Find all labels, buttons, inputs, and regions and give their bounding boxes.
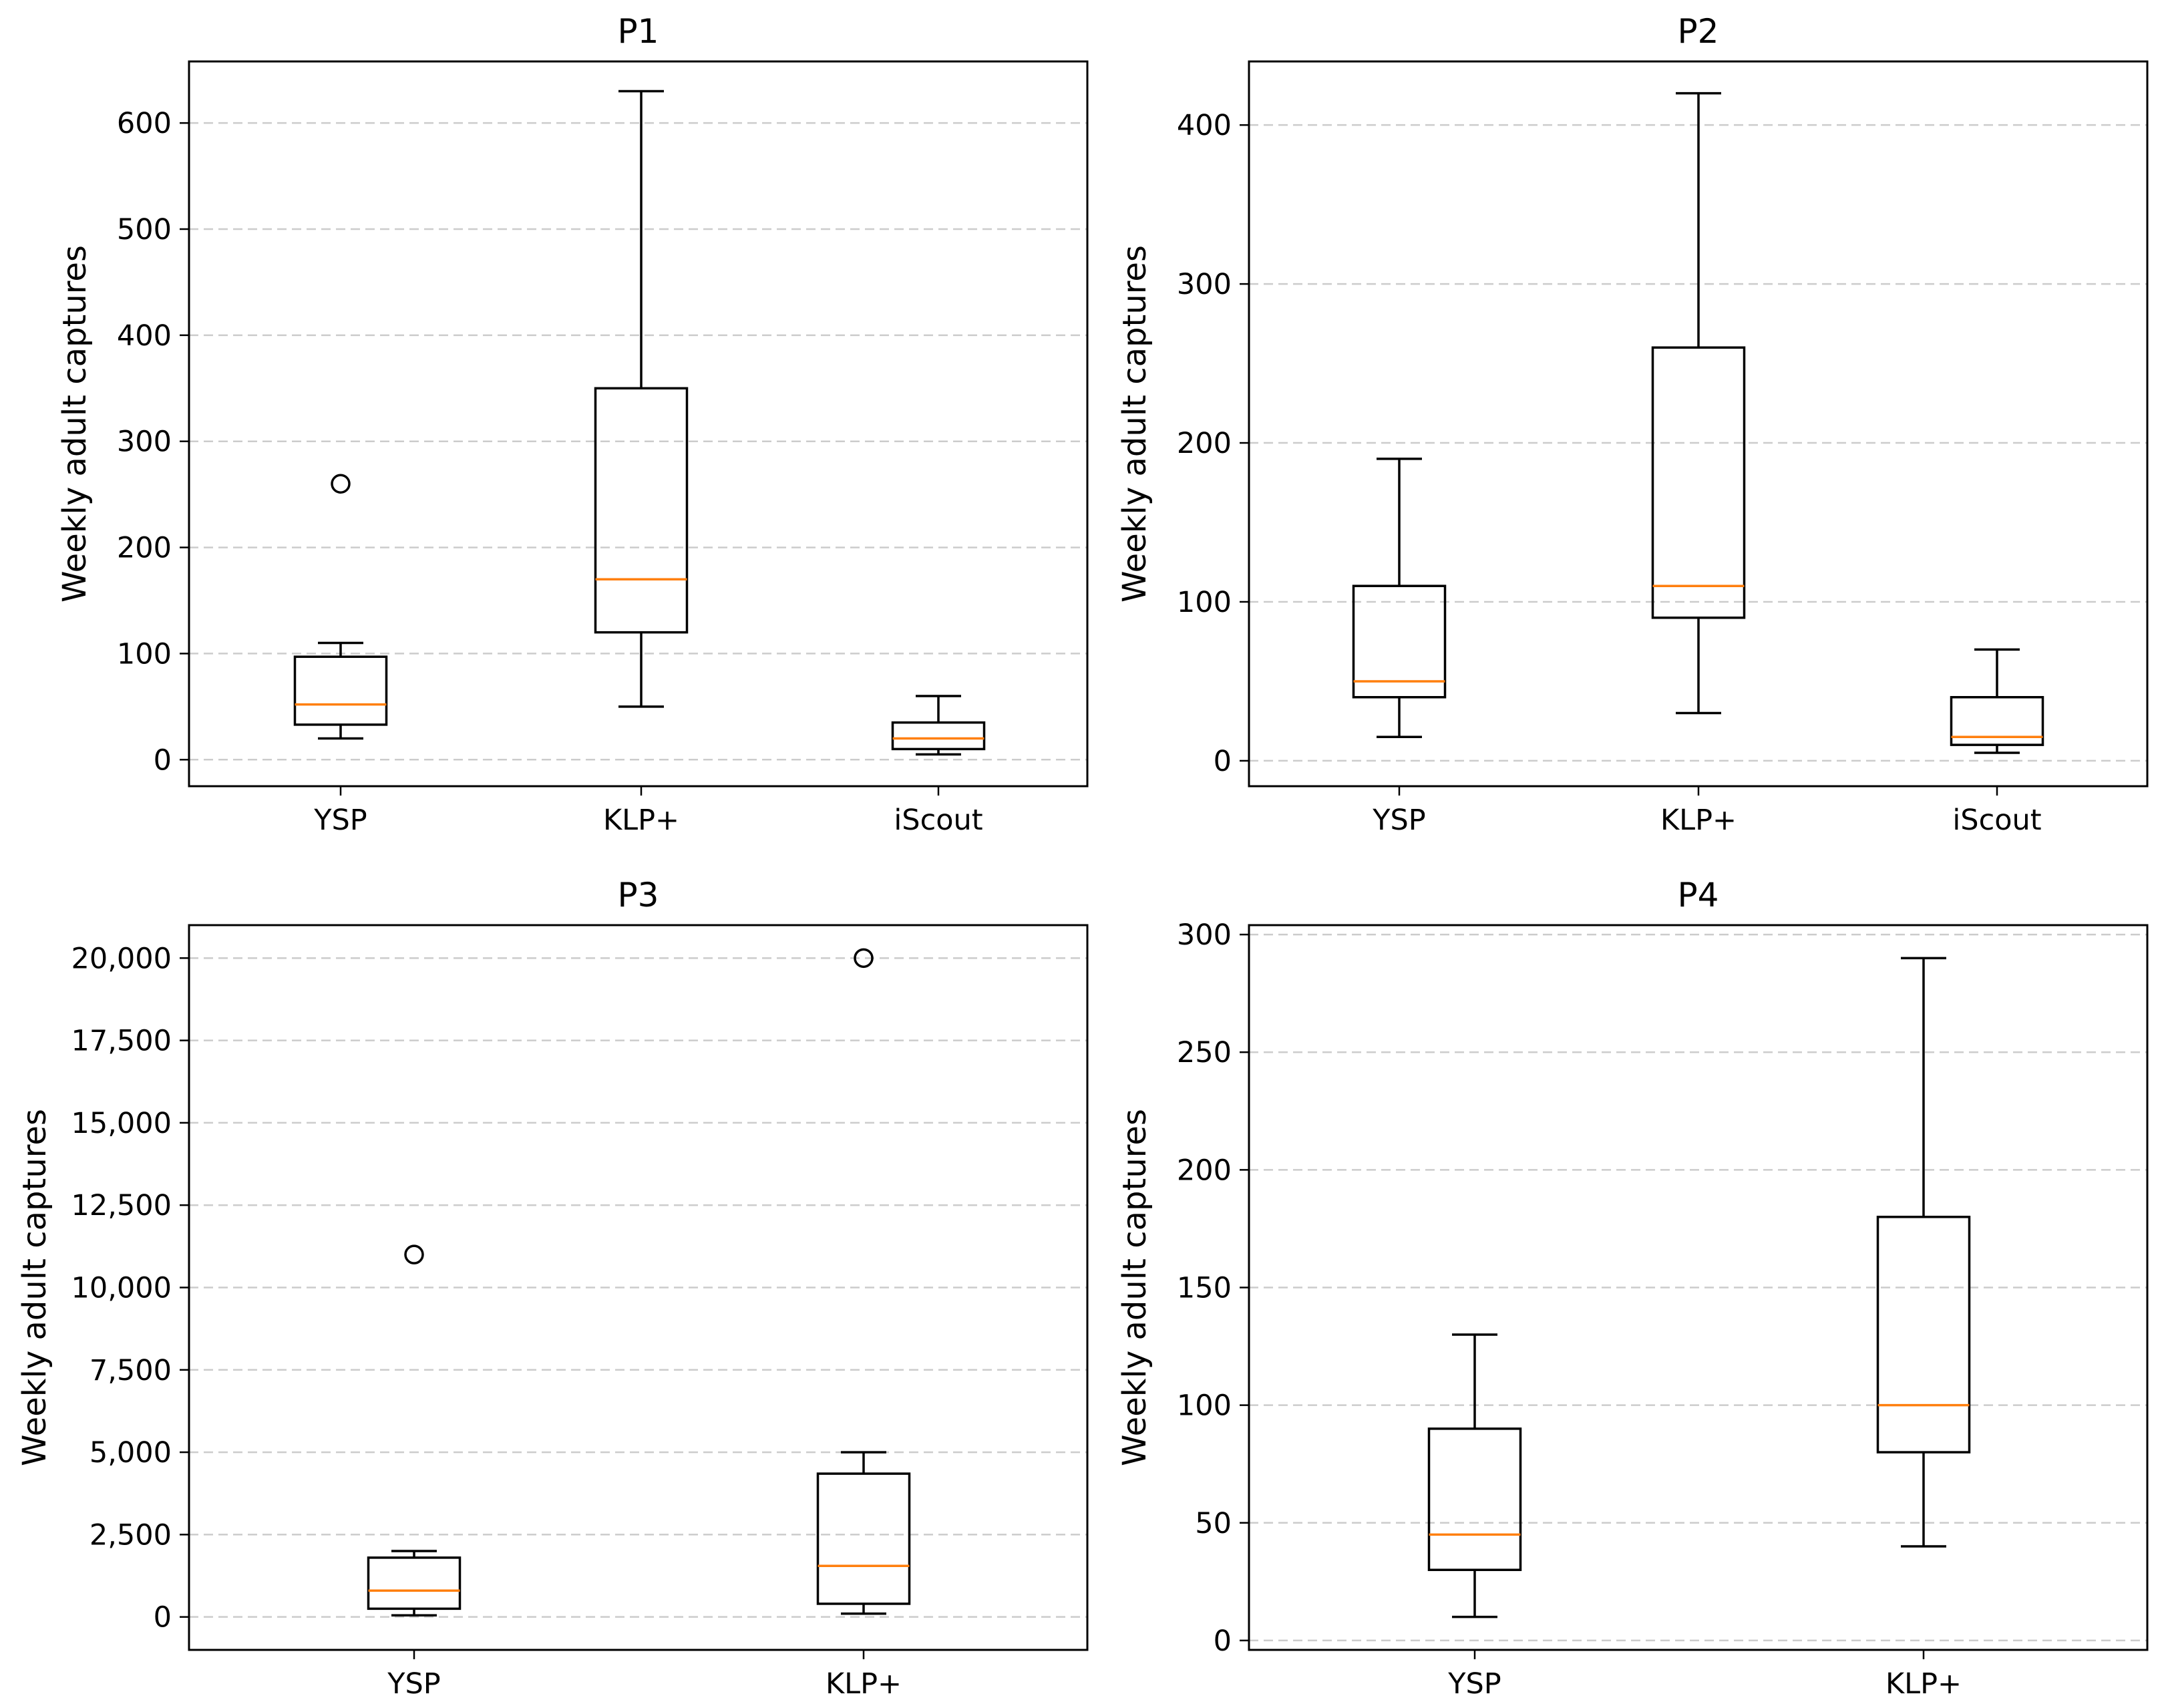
axes-frame xyxy=(1248,60,2149,788)
y-tick-label: 400 xyxy=(1177,109,1232,142)
panel-title: P2 xyxy=(1678,12,1719,51)
box-ysp xyxy=(1427,1333,1522,1618)
iqr-box xyxy=(891,721,986,751)
x-tick-label: YSP xyxy=(387,1667,441,1701)
box-iscout xyxy=(891,695,986,756)
y-tick-label: 0 xyxy=(1214,745,1232,778)
y-tick-label: 200 xyxy=(1177,427,1232,460)
iqr-box xyxy=(367,1556,462,1610)
y-axis-label: Weekly adult captures xyxy=(16,1109,53,1466)
iqr-box xyxy=(1950,696,2044,746)
y-tick-label: 7,500 xyxy=(89,1354,172,1387)
panel-title: P1 xyxy=(618,12,659,51)
box-ysp xyxy=(1352,458,1447,738)
x-tick-label: YSP xyxy=(1372,804,1426,837)
box-iscout xyxy=(1950,648,2044,754)
axes-frame xyxy=(188,924,1089,1651)
x-tick-label: iScout xyxy=(894,804,982,837)
y-tick-label: 300 xyxy=(117,425,172,459)
y-tick-label: 100 xyxy=(1177,586,1232,619)
y-tick-label: 600 xyxy=(117,107,172,140)
y-tick-label: 150 xyxy=(1177,1272,1232,1305)
outlier-point xyxy=(404,1244,424,1264)
y-tick-label: 200 xyxy=(117,532,172,565)
y-axis-label: Weekly adult captures xyxy=(1116,1109,1153,1466)
y-tick-label: 400 xyxy=(117,319,172,353)
y-tick-label: 300 xyxy=(1177,918,1232,952)
y-tick-label: 100 xyxy=(1177,1389,1232,1423)
x-tick-label: iScout xyxy=(1952,804,2041,837)
iqr-box xyxy=(1876,1216,1971,1454)
x-tick-label: KLP+ xyxy=(1885,1667,1962,1701)
iqr-box xyxy=(1352,584,1447,699)
x-tick-label: KLP+ xyxy=(603,804,679,837)
axes-frame xyxy=(1248,924,2149,1651)
iqr-box xyxy=(1651,346,1746,619)
box-klp-plus xyxy=(1876,957,1971,1548)
box-klp-plus xyxy=(816,948,911,1615)
iqr-box xyxy=(1427,1427,1522,1571)
y-tick-label: 200 xyxy=(1177,1154,1232,1187)
panel-title: P3 xyxy=(618,876,659,914)
y-tick-label: 0 xyxy=(154,1601,172,1635)
iqr-box xyxy=(594,387,689,634)
panel-p1: 0 100 200 300 400 500 600 YSP KLP+ iScout P1 Weekly… xyxy=(56,12,1089,837)
iqr-box xyxy=(816,1472,911,1605)
y-tick-label: 0 xyxy=(1214,1625,1232,1658)
outlier-point xyxy=(854,948,874,969)
x-tick-label: YSP xyxy=(1447,1667,1501,1701)
box-ysp xyxy=(293,474,388,740)
y-tick-label: 15,000 xyxy=(71,1107,172,1140)
y-axis-label: Weekly adult captures xyxy=(1116,245,1153,603)
outlier-point xyxy=(331,474,351,494)
box-klp-plus xyxy=(1651,92,1746,715)
y-tick-label: 0 xyxy=(154,743,172,777)
box-klp-plus xyxy=(594,90,689,708)
x-tick-label: KLP+ xyxy=(1660,804,1737,837)
panel-p3: 0 2,500 5,000 7,500 10,000 12,500 15,000 17,500… xyxy=(16,876,1089,1701)
panel-p2: 0 100 200 300 400 YSP KLP+ iScout P2 Weekly adult… xyxy=(1116,12,2149,837)
y-axis-label: Weekly adult captures xyxy=(56,245,94,603)
iqr-box xyxy=(293,655,388,726)
x-tick-label: KLP+ xyxy=(826,1667,902,1701)
y-tick-label: 12,500 xyxy=(71,1189,172,1222)
y-tick-label: 300 xyxy=(1177,268,1232,301)
y-tick-label: 2,500 xyxy=(89,1518,172,1552)
y-tick-label: 5,000 xyxy=(89,1436,172,1470)
y-tick-label: 100 xyxy=(117,637,172,671)
panel-p4: 0 50 100 150 200 250 300 YSP KLP+ P4 Weekly adult … xyxy=(1116,876,2149,1701)
y-tick-label: 50 xyxy=(1195,1507,1232,1540)
box-ysp xyxy=(367,1244,462,1616)
axes-frame xyxy=(188,60,1089,788)
y-tick-label: 17,500 xyxy=(71,1025,172,1058)
y-tick-label: 20,000 xyxy=(71,942,172,975)
y-tick-label: 250 xyxy=(1177,1036,1232,1069)
panel-title: P4 xyxy=(1678,876,1719,914)
y-tick-label: 10,000 xyxy=(71,1272,172,1305)
y-tick-label: 500 xyxy=(117,213,172,246)
x-tick-label: YSP xyxy=(313,804,367,837)
